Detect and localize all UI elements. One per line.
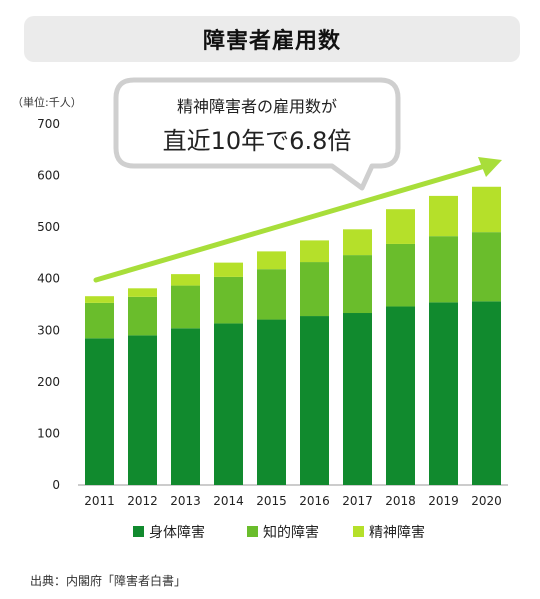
x-tick-label: 2015	[256, 494, 287, 508]
y-tick-label: 400	[37, 272, 60, 286]
bar-segment-physical	[257, 319, 286, 485]
bar-segment-physical	[128, 335, 157, 485]
trend-arrow-head	[478, 157, 502, 177]
bar-segment-intellectual	[300, 262, 329, 317]
bar-segment-intellectual	[343, 255, 372, 314]
callout-bubble	[113, 77, 401, 191]
bar-segment-physical	[171, 328, 200, 485]
bar-segment-intellectual	[472, 232, 501, 302]
bar-segment-intellectual	[171, 285, 200, 329]
x-tick-label: 2014	[213, 494, 244, 508]
bar-segment-intellectual	[128, 296, 157, 336]
x-tick-label: 2019	[428, 494, 459, 508]
bar-segment-mental	[429, 195, 458, 237]
y-tick-label: 200	[37, 375, 60, 389]
legend-label: 身体障害	[149, 525, 205, 541]
y-tick-label: 100	[37, 426, 60, 440]
x-tick-label: 2017	[342, 494, 373, 508]
bar-segment-mental	[343, 229, 372, 256]
x-tick-label: 2016	[299, 494, 330, 508]
bar-segment-intellectual	[257, 269, 286, 320]
callout-line-1: 精神障害者の雇用数が	[177, 97, 337, 116]
callout-line-2: 直近10年で6.8倍	[163, 127, 352, 155]
bar-segment-intellectual	[85, 302, 114, 339]
y-axis-unit-label: （単位:千人）	[12, 96, 82, 109]
x-tick-label: 2012	[127, 494, 158, 508]
legend-swatch	[353, 526, 364, 537]
legend-label: 精神障害	[369, 525, 425, 541]
y-tick-label: 600	[37, 169, 60, 183]
x-tick-label: 2013	[170, 494, 201, 508]
bar-segment-mental	[171, 274, 200, 286]
bar-segment-intellectual	[214, 276, 243, 324]
y-tick-label: 0	[52, 478, 60, 492]
bar-segment-mental	[300, 240, 329, 263]
bar-segment-physical	[214, 323, 243, 485]
y-tick-label: 500	[37, 220, 60, 234]
x-tick-label: 2018	[385, 494, 416, 508]
source-note: 出典：内閣府「障害者白書」	[30, 574, 187, 588]
bar-segment-intellectual	[429, 236, 458, 303]
bar-segment-mental	[386, 209, 415, 244]
x-tick-label: 2011	[84, 494, 115, 508]
bar-segment-physical	[85, 338, 114, 485]
bar-segment-physical	[300, 316, 329, 485]
legend-swatch	[247, 526, 258, 537]
legend-label: 知的障害	[263, 524, 319, 541]
bar-segment-intellectual	[386, 243, 415, 307]
x-tick-label: 2020	[471, 494, 502, 508]
bar-segment-physical	[386, 306, 415, 485]
chart-title: 障害者雇用数	[24, 16, 520, 62]
bar-segment-mental	[214, 262, 243, 277]
bar-segment-mental	[257, 251, 286, 270]
legend-swatch	[133, 526, 144, 537]
y-tick-label: 700	[37, 117, 60, 131]
bar-segment-mental	[472, 186, 501, 233]
bar-segment-mental	[85, 296, 114, 303]
bar-segment-mental	[128, 288, 157, 297]
y-tick-label: 300	[37, 323, 60, 337]
bar-segment-physical	[429, 302, 458, 485]
bar-segment-physical	[472, 301, 501, 485]
bar-segment-physical	[343, 313, 372, 485]
trend-arrow-line	[93, 163, 488, 283]
